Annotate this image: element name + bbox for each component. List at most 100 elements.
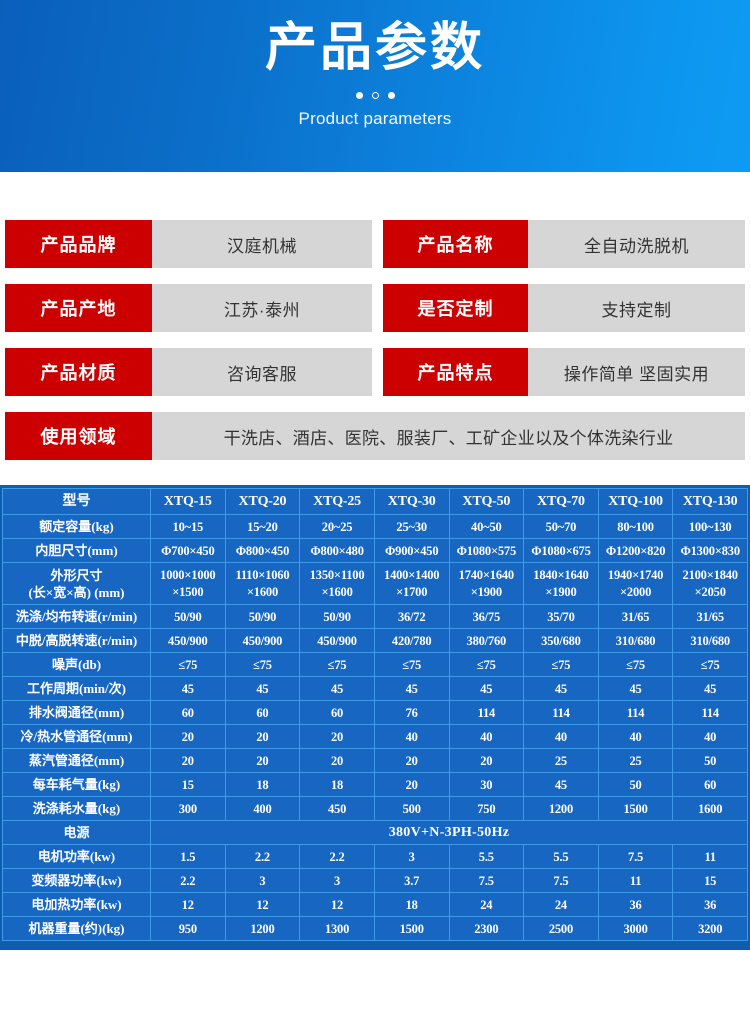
info-pair-customizable: 是否定制 支持定制 — [383, 284, 745, 332]
info-pair-brand: 产品品牌 汉庭机械 — [5, 220, 372, 268]
table-cell: 500 — [373, 796, 450, 821]
info-pair-features: 产品特点 操作简单 坚固实用 — [383, 348, 745, 396]
table-cell: 7.5 — [597, 844, 674, 869]
table-cell: 950 — [150, 916, 226, 941]
table-row-label: 电机功率(kw) — [2, 844, 151, 869]
table-cell: ≤75 — [224, 652, 301, 677]
table-row: 噪声(db) ≤75 ≤75 ≤75 ≤75 ≤75 ≤75 ≤75 ≤75 — [2, 652, 748, 677]
table-cell: 24 — [448, 892, 525, 917]
table-row: 洗涤耗水量(kg) 300 400 450 500 750 1200 1500 1600 — [2, 796, 748, 821]
table-cell: 350/680 — [523, 628, 599, 653]
table-header-label: 型号 — [2, 488, 151, 515]
table-cell: 45 — [373, 676, 450, 701]
table-cell: 1200 — [523, 796, 599, 821]
info-pair-product-name: 产品名称 全自动洗脱机 — [383, 220, 745, 268]
table-cell: 50 — [672, 748, 748, 773]
table-cell: 12 — [224, 892, 301, 917]
table-cell: 15 — [672, 868, 748, 893]
table-cell: 40 — [597, 724, 674, 749]
table-header-model-3: XTQ-25 — [299, 488, 375, 515]
table-cell: 60 — [224, 700, 301, 725]
info-value-applications: 干洗店、酒店、医院、服装厂、工矿企业以及个体洗染行业 — [152, 412, 745, 460]
table-cell: 76 — [373, 700, 450, 725]
dot-solid-left-icon — [355, 91, 363, 99]
table-cell: 45 — [597, 676, 674, 701]
table-cell: 50 — [597, 772, 674, 797]
specification-table-section: 型号 XTQ-15 XTQ-20 XTQ-25 XTQ-30 XTQ-50 XTQ-70 XT… — [0, 485, 750, 945]
table-cell: 25 — [597, 748, 674, 773]
banner-content: 产品参数 Product parameters — [0, 0, 750, 172]
table-cell: 40~50 — [448, 514, 525, 539]
table-cell: 2.2 — [150, 868, 226, 893]
table-cell: 114 — [523, 700, 599, 725]
table-cell: 420/780 — [373, 628, 450, 653]
table-cell: 1000×1000 ×1500 — [150, 562, 226, 605]
table-cell: Φ700×450 — [150, 538, 226, 563]
table-cell: 36 — [672, 892, 748, 917]
table-cell: Φ800×450 — [224, 538, 301, 563]
table-cell: 40 — [523, 724, 599, 749]
table-row: 变频器功率(kw) 2.2 3 3 3.7 7.5 7.5 11 15 — [2, 868, 748, 893]
table-cell: Φ900×450 — [373, 538, 450, 563]
table-cell: 45 — [672, 676, 748, 701]
table-cell: 400 — [224, 796, 301, 821]
page-subtitle: Product parameters — [298, 109, 452, 128]
table-cell: 45 — [224, 676, 301, 701]
table-cell: 15~20 — [224, 514, 301, 539]
table-cell: 40 — [373, 724, 450, 749]
table-cell: 5.5 — [448, 844, 525, 869]
table-cell: 18 — [373, 892, 450, 917]
table-row-label: 外形尺寸 (长×宽×高) (mm) — [2, 562, 151, 605]
table-cell: 45 — [299, 676, 375, 701]
table-cell: 31/65 — [597, 604, 674, 629]
table-cell: 50/90 — [150, 604, 226, 629]
table-row-label: 洗涤/均布转速(r/min) — [2, 604, 151, 629]
table-cell: 1500 — [373, 916, 450, 941]
table-cell: 3 — [299, 868, 375, 893]
table-cell: 11 — [597, 868, 674, 893]
table-cell: 50/90 — [224, 604, 301, 629]
info-label-applications: 使用领域 — [5, 412, 152, 460]
info-label-customizable: 是否定制 — [383, 284, 528, 332]
table-row-label: 额定容量(kg) — [2, 514, 151, 539]
table-row: 机器重量(约)(kg) 950 1200 1300 1500 2300 2500 3000 32… — [2, 916, 748, 941]
table-cell: 45 — [523, 772, 599, 797]
table-row-label: 中脱/高脱转速(r/min) — [2, 628, 151, 653]
table-cell: 18 — [224, 772, 301, 797]
info-value-origin: 江苏·泰州 — [152, 284, 372, 332]
table-row: 排水阀通径(mm) 60 60 60 76 114 114 114 114 — [2, 700, 748, 725]
table-cell: 80~100 — [597, 514, 674, 539]
table-header-row: 型号 XTQ-15 XTQ-20 XTQ-25 XTQ-30 XTQ-50 XTQ-70 XT… — [2, 488, 748, 515]
table-cell: 20 — [150, 748, 226, 773]
table-cell: 36/75 — [448, 604, 525, 629]
table-row: 工作周期(min/次) 45 45 45 45 45 45 45 45 — [2, 676, 748, 701]
table-cell: 310/680 — [672, 628, 748, 653]
table-cell: Φ800×480 — [299, 538, 375, 563]
info-row: 产品材质 咨询客服 产品特点 操作简单 坚固实用 — [5, 348, 745, 396]
table-cell: 5.5 — [523, 844, 599, 869]
table-cell: 1500 — [597, 796, 674, 821]
table-cell: 450/900 — [150, 628, 226, 653]
table-row-label: 噪声(db) — [2, 652, 151, 677]
table-cell: 20 — [299, 748, 375, 773]
table-header-model-1: XTQ-15 — [150, 488, 226, 515]
table-row-label: 洗涤耗水量(kg) — [2, 796, 151, 821]
table-row: 电机功率(kw) 1.5 2.2 2.2 3 5.5 5.5 7.5 11 — [2, 844, 748, 869]
table-cell: 7.5 — [523, 868, 599, 893]
info-label-material: 产品材质 — [5, 348, 152, 396]
table-row: 冷/热水管通径(mm) 20 20 20 40 40 40 40 40 — [2, 724, 748, 749]
table-row: 中脱/高脱转速(r/min) 450/900 450/900 450/900 420/7… — [2, 628, 748, 653]
table-row: 电源 380V+N-3PH-50Hz — [2, 820, 748, 845]
table-cell: 35/70 — [523, 604, 599, 629]
table-cell: 45 — [523, 676, 599, 701]
info-label-features: 产品特点 — [383, 348, 528, 396]
info-value-material: 咨询客服 — [152, 348, 372, 396]
table-cell: 1300 — [299, 916, 375, 941]
table-cell: 40 — [448, 724, 525, 749]
table-cell: ≤75 — [299, 652, 375, 677]
table-cell: 11 — [672, 844, 748, 869]
table-cell: ≤75 — [448, 652, 525, 677]
table-cell: 2300 — [448, 916, 525, 941]
table-cell: ≤75 — [150, 652, 226, 677]
table-cell: 3.7 — [373, 868, 450, 893]
